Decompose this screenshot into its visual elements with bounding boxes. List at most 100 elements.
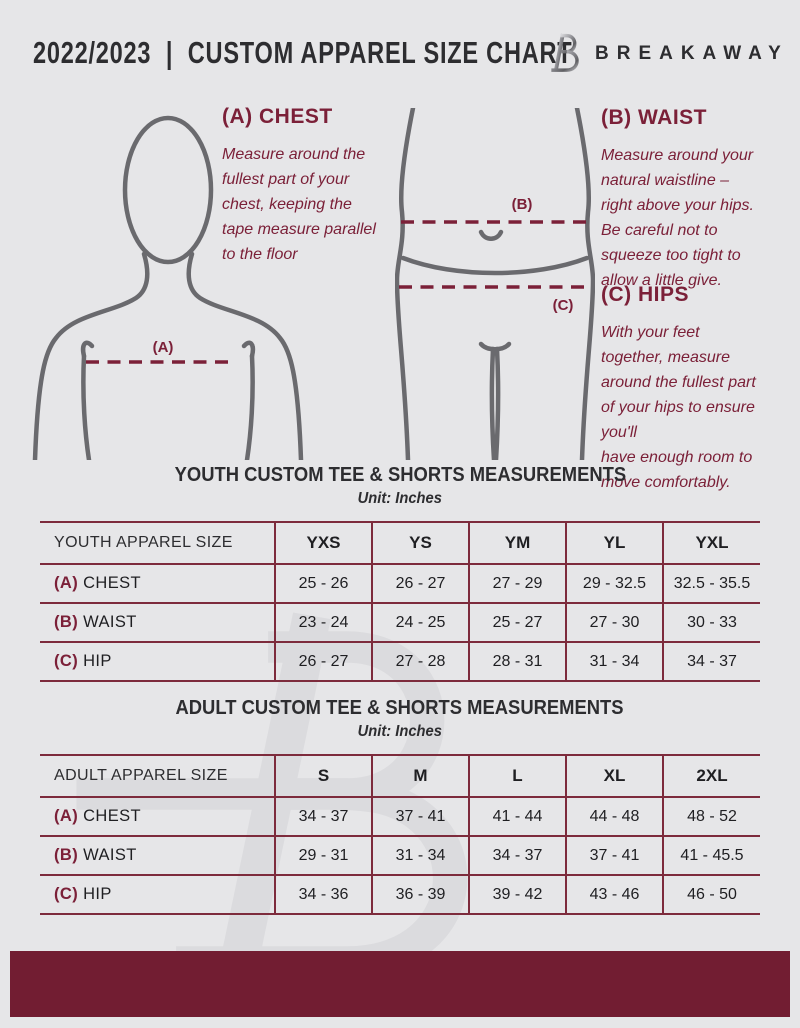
- adult-measurements-section: ADULT CUSTOM TEE & SHORTS MEASUREMENTS U…: [40, 697, 760, 915]
- size-column-header: L: [468, 754, 566, 797]
- chest-instruction-title: (A) CHEST: [222, 105, 333, 128]
- measurement-label-cell: (A) CHEST: [40, 563, 275, 603]
- figure-left-shoulder: [32, 251, 150, 460]
- size-table-row-header: YOUTH APPAREL SIZE: [40, 521, 275, 564]
- size-column-header: S: [274, 754, 372, 797]
- measurement-value-cell: 39 - 42: [468, 874, 566, 915]
- measurement-value-cell: 24 - 25: [371, 602, 469, 642]
- measurement-name: WAIST: [78, 613, 137, 631]
- measurement-value-cell: 34 - 37: [468, 835, 566, 875]
- waist-line-label: (B): [512, 196, 533, 213]
- measurement-name: CHEST: [78, 807, 142, 825]
- measurement-key: (B): [54, 613, 79, 631]
- adult-table-title: ADULT CUSTOM TEE & SHORTS MEASUREMENTS: [175, 697, 625, 719]
- measurement-label-cell: (A) CHEST: [40, 796, 275, 836]
- measurement-value-cell: 46 - 50: [662, 874, 760, 915]
- measurement-row: (B) WAIST 23 - 24 24 - 25 25 - 27 27 - 30 30 …: [40, 602, 760, 642]
- figure-waistband: [400, 255, 590, 276]
- figure-left-armpit: [80, 340, 95, 359]
- measurement-value-cell: 34 - 37: [274, 796, 372, 836]
- measurement-value-cell: 29 - 32.5: [565, 563, 663, 603]
- measurement-value-cell: 25 - 26: [274, 563, 372, 603]
- youth-table-unit: Unit: Inches: [357, 490, 443, 507]
- size-column-header: XL: [565, 754, 663, 797]
- measurement-value-cell: 29 - 31: [274, 835, 372, 875]
- size-column-header: YS: [371, 521, 469, 564]
- measurement-name: HIP: [78, 885, 112, 903]
- measurement-value-cell: 28 - 31: [468, 641, 566, 682]
- figure-left-side: [395, 108, 416, 460]
- measurement-key: (C): [54, 652, 79, 670]
- adult-size-table: ADULT APPAREL SIZE S M L XL 2XL (A) CHEST 34 - …: [40, 754, 760, 915]
- page-title: 2022/2023 | CUSTOM APPAREL SIZE CHART: [33, 35, 573, 70]
- measurement-row: (A) CHEST 34 - 37 37 - 41 41 - 44 44 - 48 48 …: [40, 796, 760, 836]
- measurement-label-cell: (C) HIP: [40, 641, 275, 682]
- measurement-value-cell: 26 - 27: [371, 563, 469, 603]
- measurement-value-cell: 41 - 45.5: [662, 835, 760, 875]
- measurement-name: HIP: [78, 652, 112, 670]
- footer-bar: [10, 951, 790, 1017]
- measurement-label-cell: (B) WAIST: [40, 602, 275, 642]
- chest-instruction-block: (A) CHEST Measure around the fullest par…: [222, 105, 422, 267]
- hips-instruction-text: With your feet together, measure around …: [601, 324, 756, 491]
- measurement-value-cell: 36 - 39: [371, 874, 469, 915]
- measurement-value-cell: 26 - 27: [274, 641, 372, 682]
- size-column-header: YM: [468, 521, 566, 564]
- figure-navel: [478, 229, 504, 241]
- waist-instruction-block: (B) WAIST Measure around your natural wa…: [601, 106, 800, 293]
- measurement-value-cell: 34 - 37: [662, 641, 760, 682]
- waist-hips-figure-illustration: (B) (C): [395, 108, 595, 460]
- measurement-value-cell: 37 - 41: [371, 796, 469, 836]
- measurement-label-cell: (C) HIP: [40, 874, 275, 915]
- breakaway-monogram-icon: [537, 33, 579, 75]
- measurement-row: (C) HIP 26 - 27 27 - 28 28 - 31 31 - 34 34 - …: [40, 641, 760, 682]
- adult-table-unit: Unit: Inches: [357, 723, 443, 740]
- chest-line-label: (A): [153, 339, 174, 356]
- measurement-name: WAIST: [78, 846, 137, 864]
- measurement-value-cell: 31 - 34: [565, 641, 663, 682]
- brand-name: BREAKAWAY: [595, 43, 789, 64]
- measurement-value-cell: 48 - 52: [662, 796, 760, 836]
- measurement-name: CHEST: [78, 574, 142, 592]
- measurement-value-cell: 37 - 41: [565, 835, 663, 875]
- hips-instruction-title: (C) HIPS: [601, 283, 689, 306]
- hips-line-label: (C): [553, 297, 574, 314]
- measurement-value-cell: 31 - 34: [371, 835, 469, 875]
- measurement-value-cell: 34 - 36: [274, 874, 372, 915]
- figure-right-inner-arm: [244, 353, 255, 460]
- figure-right-shoulder: [186, 251, 304, 460]
- youth-measurements-section: YOUTH CUSTOM TEE & SHORTS MEASUREMENTS U…: [40, 464, 760, 682]
- size-column-header: YXS: [274, 521, 372, 564]
- measurement-key: (A): [54, 574, 79, 592]
- figure-right-side: [574, 108, 595, 460]
- size-table-row-header: ADULT APPAREL SIZE: [40, 754, 275, 797]
- measurement-row: (B) WAIST 29 - 31 31 - 34 34 - 37 37 - 41 41 …: [40, 835, 760, 875]
- figure-right-armpit: [241, 340, 256, 359]
- measurement-value-cell: 44 - 48: [565, 796, 663, 836]
- measurement-row: (A) CHEST 25 - 26 26 - 27 27 - 29 29 - 32.5 3…: [40, 563, 760, 603]
- measurement-key: (C): [54, 885, 79, 903]
- hips-instruction-block: (C) HIPS With your feet together, measur…: [601, 283, 800, 495]
- figure-head-outline: [122, 115, 214, 265]
- youth-size-table: YOUTH APPAREL SIZE YXS YS YM YL YXL (A) CHEST 2…: [40, 521, 760, 682]
- figure-left-inner-leg: [489, 346, 497, 460]
- measurement-key: (B): [54, 846, 79, 864]
- size-column-header: M: [371, 754, 469, 797]
- chest-figure-illustration: (A): [32, 115, 304, 460]
- measurement-value-cell: 27 - 30: [565, 602, 663, 642]
- measurement-value-cell: 32.5 - 35.5: [662, 563, 760, 603]
- figure-left-inner-arm: [81, 353, 92, 460]
- waist-instruction-text: Measure around your natural waistline – …: [601, 147, 754, 289]
- measurement-value-cell: 27 - 28: [371, 641, 469, 682]
- measurement-value-cell: 27 - 29: [468, 563, 566, 603]
- measurement-value-cell: 41 - 44: [468, 796, 566, 836]
- brand-logo: BREAKAWAY: [536, 27, 789, 81]
- measurement-value-cell: 43 - 46: [565, 874, 663, 915]
- figure-right-inner-leg: [493, 346, 501, 460]
- measurement-value-cell: 30 - 33: [662, 602, 760, 642]
- chest-instruction-text: Measure around the fullest part of your …: [222, 146, 376, 263]
- size-column-header: YL: [565, 521, 663, 564]
- youth-table-title: YOUTH CUSTOM TEE & SHORTS MEASUREMENTS: [174, 464, 626, 486]
- measurement-key: (A): [54, 807, 79, 825]
